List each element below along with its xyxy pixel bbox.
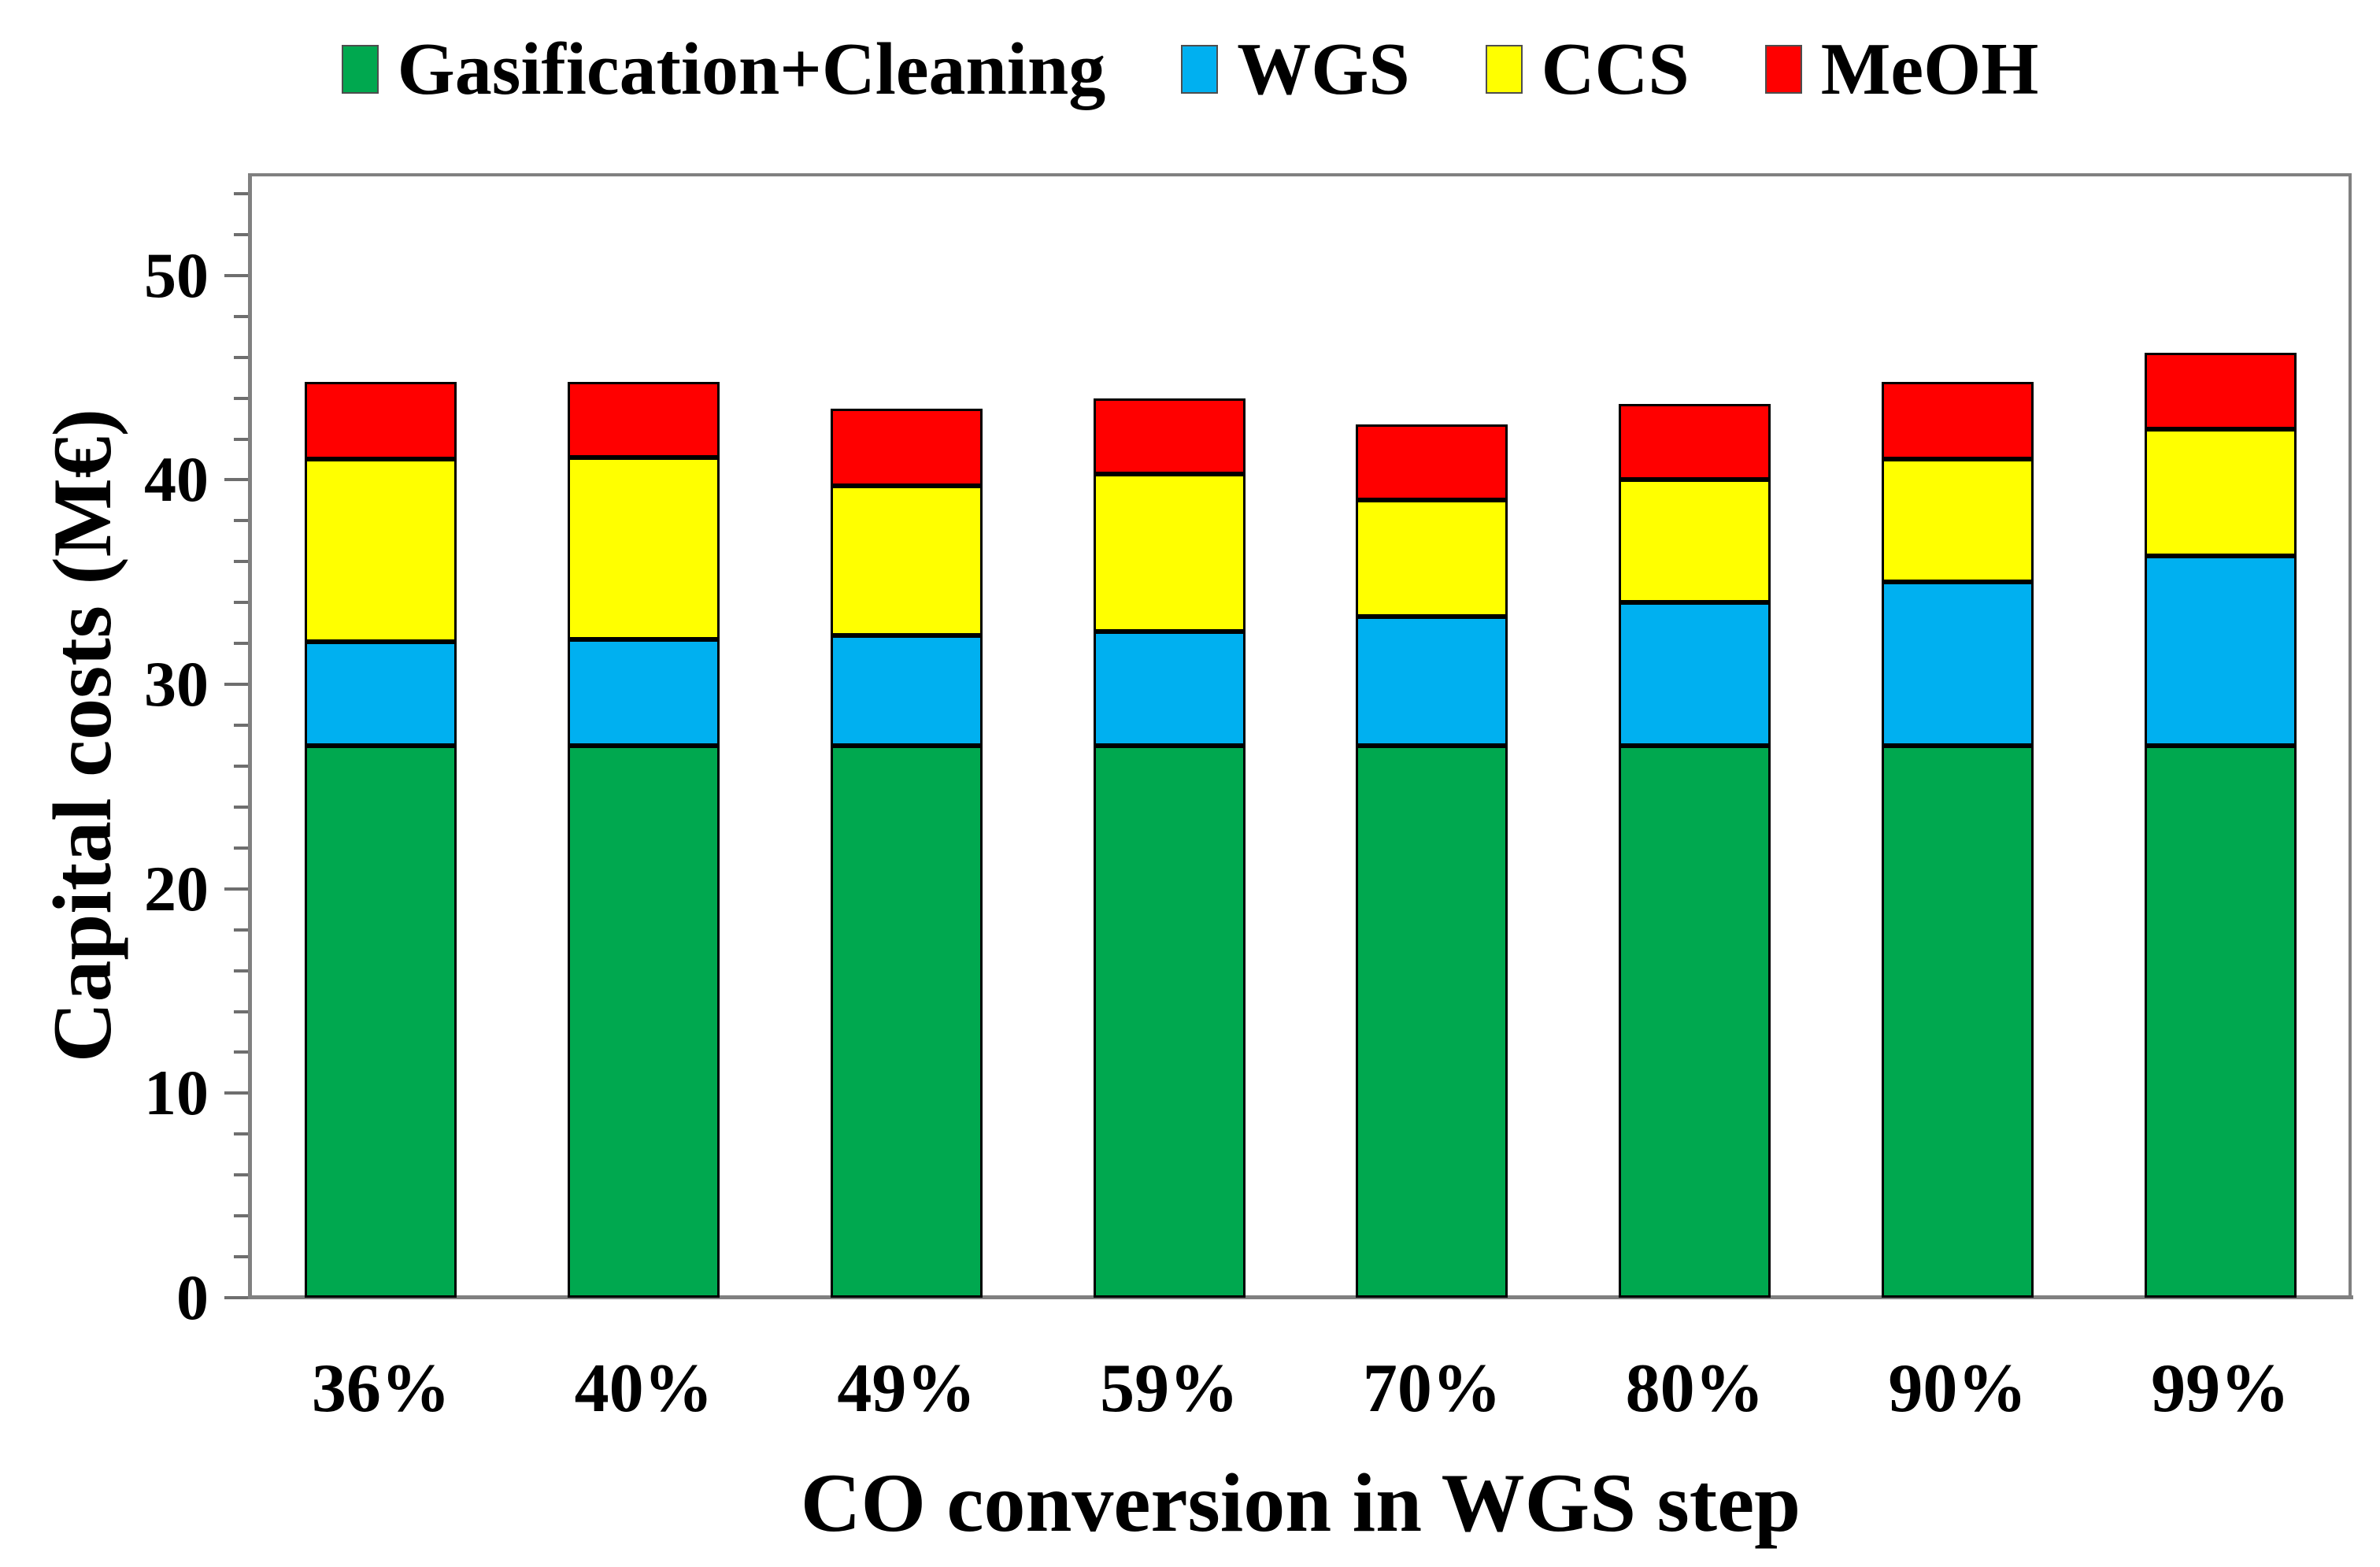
- bar-segment-gasification-cleaning-80%: [1619, 745, 1771, 1298]
- x-axis-title: CO conversion in WGS step: [800, 1457, 1801, 1549]
- bar-segment-gasification-cleaning-49%: [830, 745, 983, 1298]
- y-axis-minor-tick: [234, 1132, 248, 1136]
- y-axis-tick-label: 30: [144, 648, 209, 721]
- legend-swatch-icon: [1181, 45, 1219, 94]
- bar-segment-gasification-cleaning-59%: [1093, 745, 1246, 1298]
- y-axis-major-tick: [224, 1296, 248, 1299]
- bar-segment-ccs-90%: [1881, 459, 2034, 583]
- y-axis-minor-tick: [234, 1009, 248, 1013]
- y-axis-minor-tick: [234, 437, 248, 441]
- y-axis-minor-tick: [234, 232, 248, 236]
- legend-swatch-icon: [341, 45, 379, 94]
- bar-segment-wgs-40%: [568, 639, 720, 746]
- bar-segment-wgs-59%: [1093, 631, 1246, 746]
- y-axis-minor-tick: [234, 969, 248, 972]
- bar-segment-gasification-cleaning-36%: [305, 745, 457, 1298]
- bar-segment-gasification-cleaning-90%: [1881, 745, 2034, 1298]
- bar-segment-ccs-70%: [1356, 500, 1508, 617]
- plot-frame-top: [250, 173, 2352, 176]
- x-axis-tick-label: 36%: [311, 1350, 450, 1427]
- bar-segment-wgs-99%: [2144, 555, 2297, 746]
- bar-segment-gasification-cleaning-40%: [568, 745, 720, 1298]
- y-axis-tick-label: 50: [144, 239, 209, 311]
- y-axis-minor-tick: [234, 519, 248, 523]
- legend-label: WGS: [1237, 28, 1410, 110]
- legend-label: Gasification+Cleaning: [397, 28, 1106, 110]
- x-axis-tick-label: 49%: [837, 1350, 976, 1427]
- bar-segment-meoh-40%: [568, 381, 720, 458]
- bar-segment-ccs-99%: [2144, 428, 2297, 556]
- legend-swatch-icon: [1764, 45, 1802, 94]
- y-axis-minor-tick: [234, 805, 248, 809]
- bar-segment-gasification-cleaning-70%: [1356, 745, 1508, 1298]
- y-axis-line: [248, 173, 252, 1298]
- bar-segment-meoh-70%: [1356, 424, 1508, 501]
- bar-segment-ccs-36%: [305, 459, 457, 642]
- legend-item-wgs: WGS: [1181, 28, 1410, 110]
- chart-legend: Gasification+Cleaning WGS CCS MeOH: [0, 14, 2380, 124]
- x-axis-tick-label: 59%: [1100, 1350, 1239, 1427]
- y-axis-minor-tick: [234, 846, 248, 850]
- y-axis-minor-tick: [234, 560, 248, 564]
- legend-item-gasification-cleaning: Gasification+Cleaning: [341, 28, 1106, 110]
- y-axis-major-tick: [224, 478, 248, 482]
- y-axis-tick-label: 10: [144, 1057, 209, 1129]
- bar-segment-gasification-cleaning-99%: [2144, 745, 2297, 1298]
- x-axis-tick-label: 90%: [1888, 1350, 2027, 1427]
- bar-segment-ccs-40%: [568, 457, 720, 639]
- bar-segment-meoh-80%: [1619, 404, 1771, 480]
- legend-label: CCS: [1541, 28, 1690, 110]
- bar-segment-meoh-99%: [2144, 353, 2297, 429]
- bar-segment-wgs-70%: [1356, 617, 1508, 746]
- bar-segment-meoh-59%: [1093, 398, 1246, 474]
- y-axis-major-tick: [224, 683, 248, 687]
- bar-segment-meoh-36%: [305, 381, 457, 460]
- x-axis-tick-label: 99%: [2151, 1350, 2290, 1427]
- y-axis-minor-tick: [234, 1173, 248, 1177]
- x-axis-tick-label: 40%: [574, 1350, 713, 1427]
- y-axis-major-tick: [224, 273, 248, 277]
- y-axis-minor-tick: [234, 642, 248, 646]
- legend-item-ccs: CCS: [1485, 28, 1690, 110]
- y-axis-minor-tick: [234, 724, 248, 728]
- y-axis-minor-tick: [234, 928, 248, 932]
- y-axis-minor-tick: [234, 1050, 248, 1054]
- bar-segment-meoh-49%: [830, 408, 983, 487]
- y-axis-major-tick: [224, 1091, 248, 1095]
- y-axis-major-tick: [224, 887, 248, 891]
- y-axis-minor-tick: [234, 396, 248, 400]
- y-axis-tick-label: 40: [144, 443, 209, 516]
- y-axis-minor-tick: [234, 191, 248, 195]
- legend-swatch-icon: [1485, 45, 1523, 94]
- y-axis-tick-label: 0: [176, 1261, 209, 1333]
- bar-segment-wgs-80%: [1619, 602, 1771, 746]
- x-axis-tick-label: 70%: [1362, 1350, 1501, 1427]
- y-axis-minor-tick: [234, 1214, 248, 1218]
- y-axis-minor-tick: [234, 1255, 248, 1259]
- legend-label: MeOH: [1820, 28, 2039, 110]
- y-axis-minor-tick: [234, 764, 248, 768]
- legend-item-meoh: MeOH: [1764, 28, 2039, 110]
- bar-segment-wgs-49%: [830, 635, 983, 746]
- bar-segment-ccs-49%: [830, 486, 983, 635]
- plot-frame-right: [2349, 173, 2352, 1298]
- y-axis-minor-tick: [234, 601, 248, 605]
- y-axis-tick-label: 20: [144, 852, 209, 924]
- x-axis-line: [248, 1295, 2353, 1299]
- bar-segment-ccs-80%: [1619, 480, 1771, 603]
- y-axis-minor-tick: [234, 314, 248, 318]
- y-axis-minor-tick: [234, 355, 248, 359]
- x-axis-tick-label: 80%: [1625, 1350, 1764, 1427]
- bar-segment-wgs-36%: [305, 641, 457, 746]
- plot-area: [224, 173, 2353, 1299]
- bar-segment-meoh-90%: [1881, 381, 2034, 460]
- bar-segment-wgs-90%: [1881, 582, 2034, 746]
- bar-segment-ccs-59%: [1093, 473, 1246, 632]
